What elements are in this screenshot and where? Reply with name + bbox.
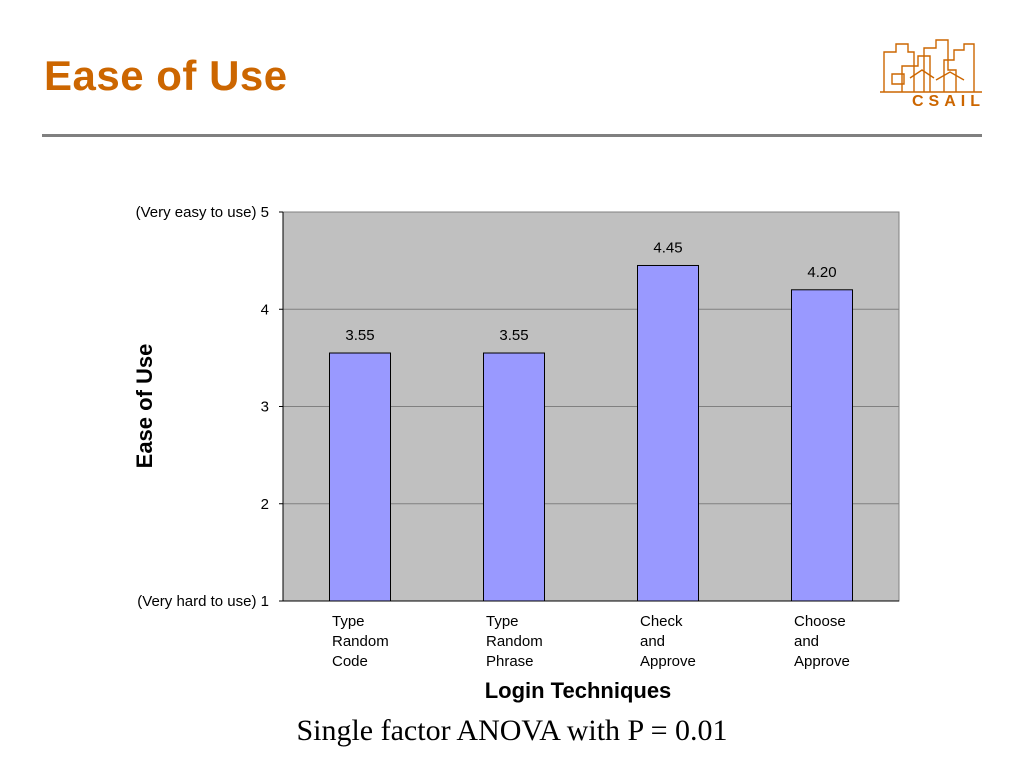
csail-logo: [880, 39, 982, 93]
x-tick-label: Random: [486, 633, 543, 650]
x-tick-label: Check: [640, 613, 683, 630]
x-tick-label: Type: [332, 613, 365, 630]
x-tick-label: Phrase: [486, 653, 534, 670]
x-tick-label: Code: [332, 653, 368, 670]
caption: Single factor ANOVA with P = 0.01: [296, 714, 728, 747]
logo-roof-1: [909, 69, 935, 79]
y-tick-label: 2: [261, 496, 269, 513]
data-label: 3.55: [345, 327, 374, 344]
logo-building-2: [901, 55, 931, 92]
data-label: 4.45: [653, 239, 682, 256]
logo-window-1: [891, 73, 905, 85]
bar: [791, 289, 853, 602]
x-axis-title: Login Techniques: [485, 678, 672, 703]
x-tick-label: and: [794, 633, 819, 650]
bar: [483, 352, 545, 602]
bar: [637, 264, 699, 602]
logo-roof-2: [935, 71, 965, 81]
x-tick-label: Choose: [794, 613, 846, 630]
data-label: 3.55: [499, 327, 528, 344]
y-axis-title: Ease of Use: [132, 344, 157, 469]
bar: [329, 352, 391, 602]
x-tick-label: Approve: [794, 653, 850, 670]
y-tick-label: (Very hard to use) 1: [137, 593, 269, 610]
y-tick-label: 3: [261, 399, 269, 416]
data-label: 4.20: [807, 264, 836, 281]
logo-building-3: [923, 39, 957, 92]
x-tick-label: Type: [486, 613, 519, 630]
x-tick-label: and: [640, 633, 665, 650]
logo-building-1: [883, 43, 915, 92]
logo-text: CSAIL: [912, 93, 985, 110]
title-divider: [42, 134, 982, 137]
y-tick-label: (Very easy to use) 5: [136, 204, 269, 221]
x-tick-label: Approve: [640, 653, 696, 670]
logo-building-4: [943, 43, 975, 92]
x-tick-label: Random: [332, 633, 389, 650]
slide-title: Ease of Use: [44, 52, 288, 99]
y-tick-label: 4: [261, 301, 269, 318]
